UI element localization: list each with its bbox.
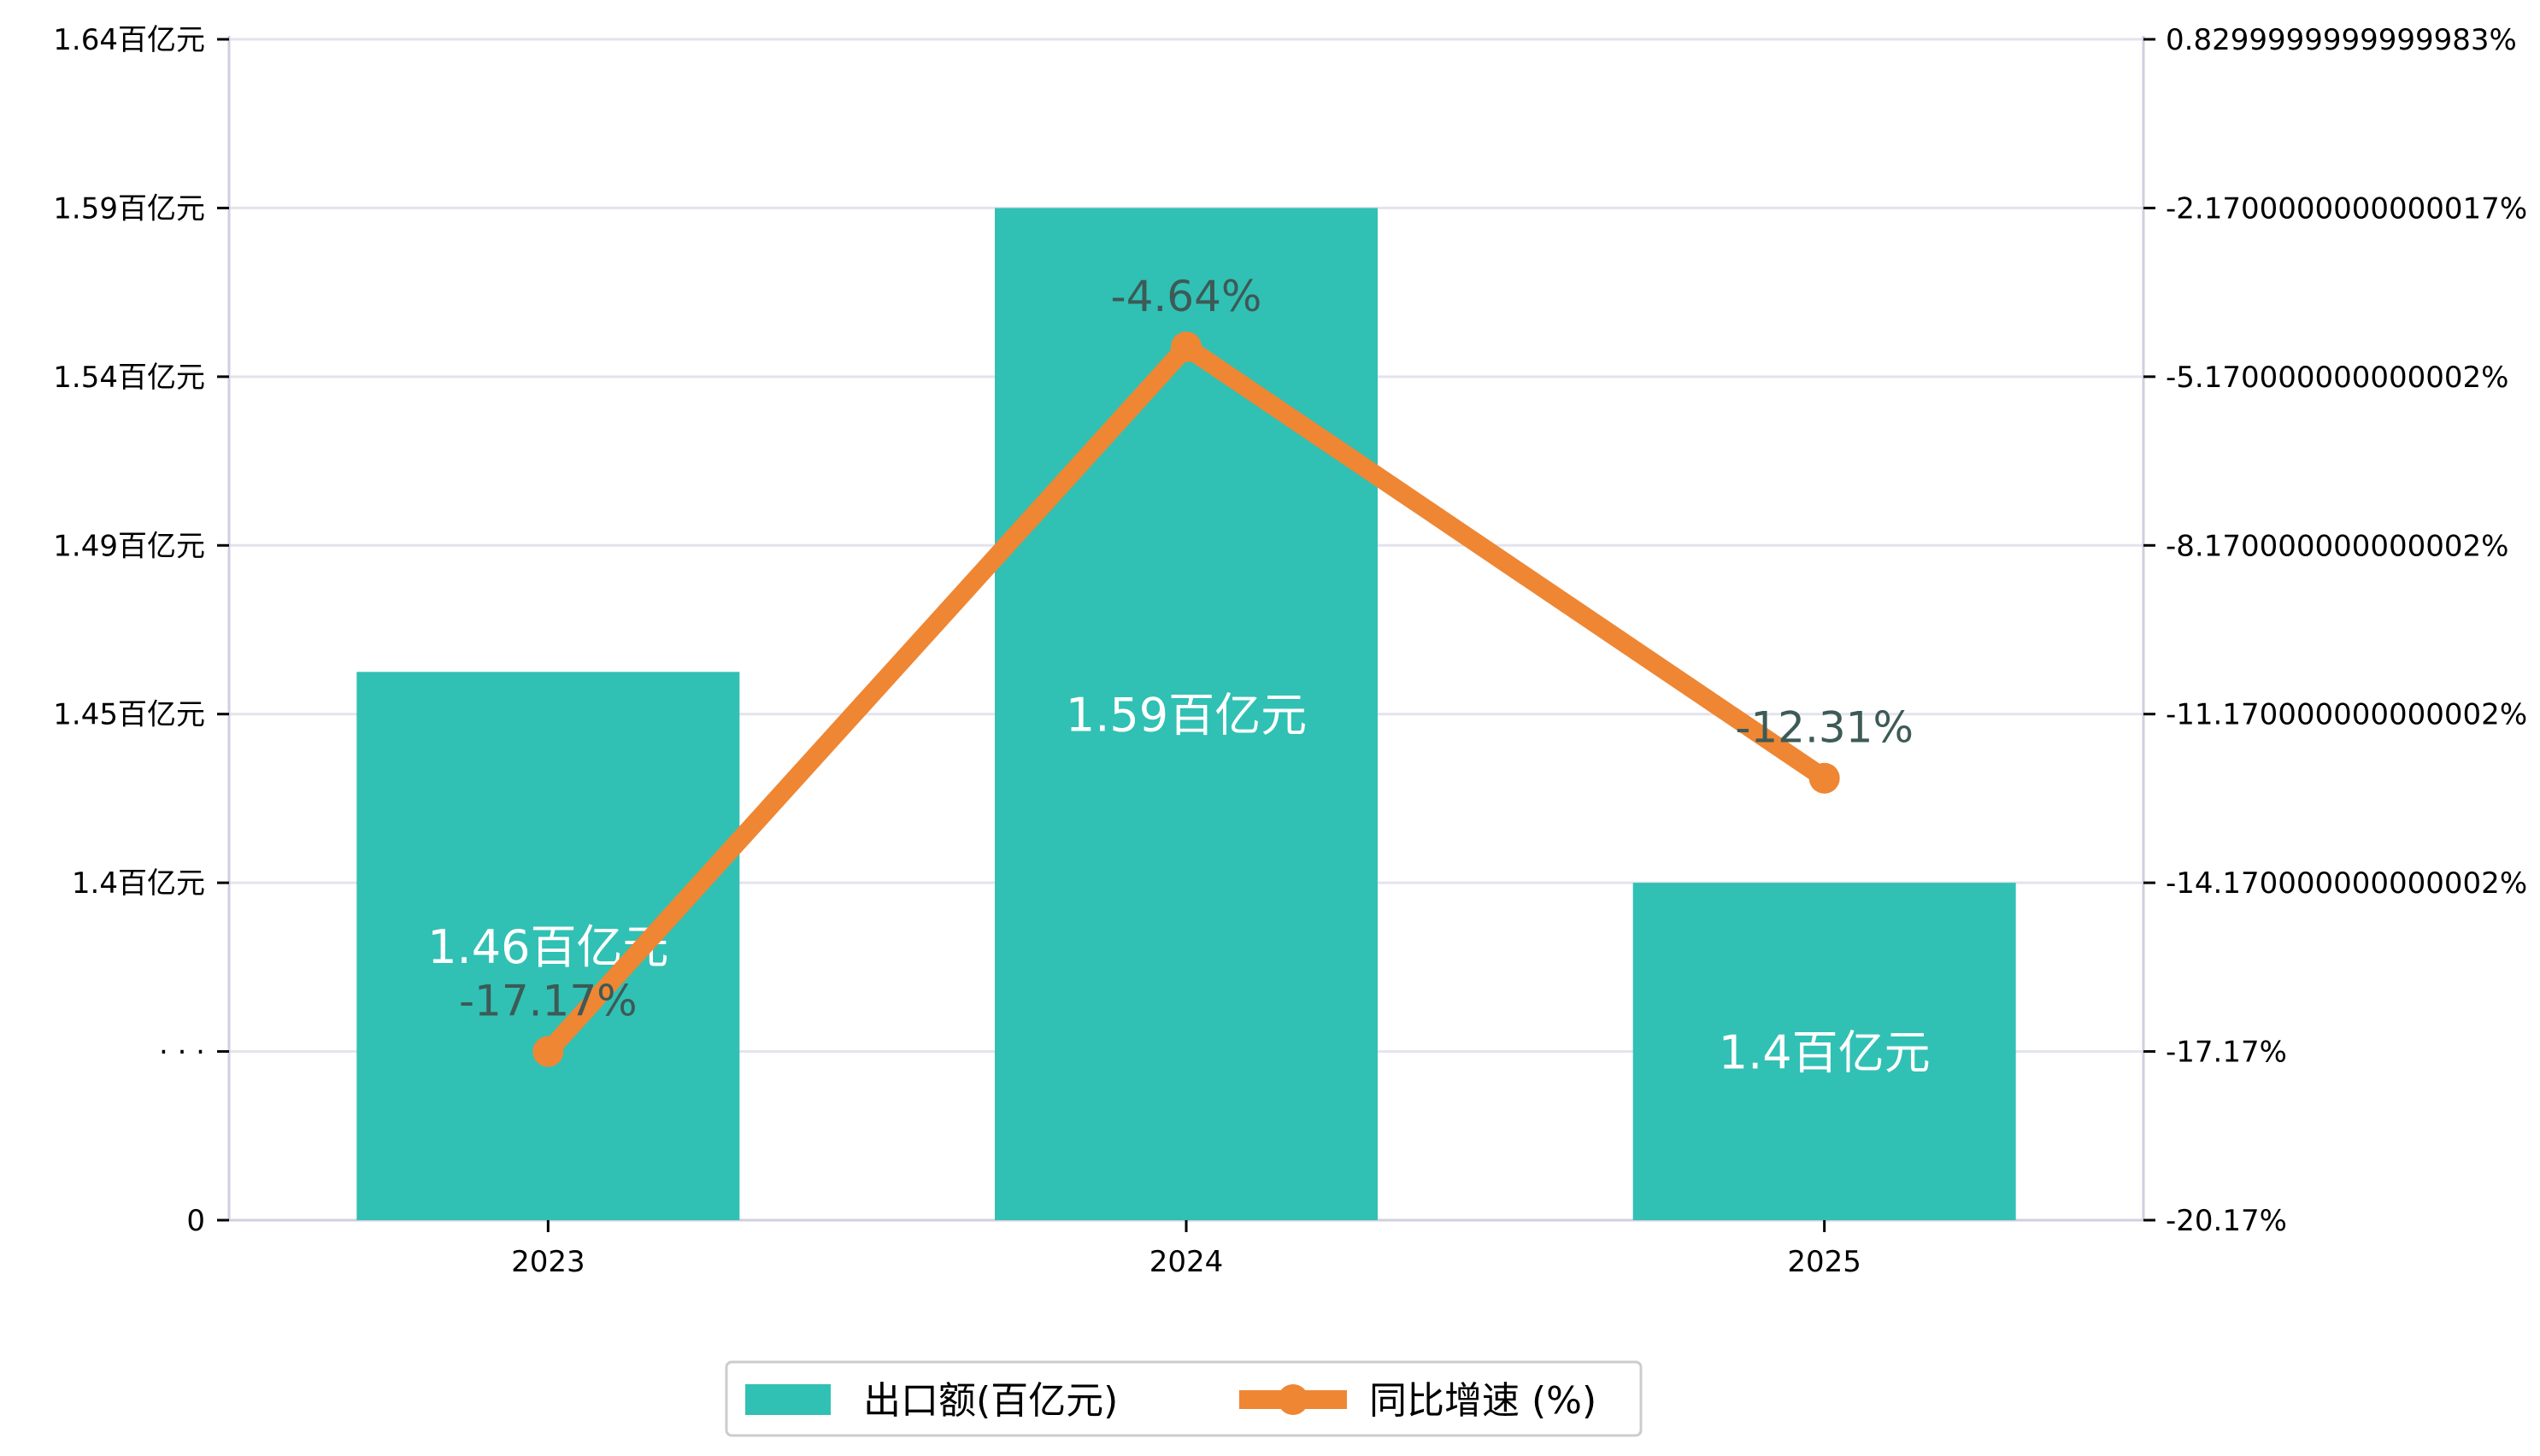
legend: 出口额(百亿元) 同比增速 (%) xyxy=(725,1360,1643,1437)
left-tick-label: 1.64百亿元 xyxy=(53,23,205,57)
right-axis-ticks: -20.17% -17.17% -14.170000000000002% -11.17… xyxy=(2143,23,2527,1238)
legend-line-label: 同比增速 (%) xyxy=(1369,1379,1596,1423)
right-tick-label: -11.170000000000002% xyxy=(2166,698,2527,732)
left-axis-ticks: 0 · · · 1.4百亿元 1.45百亿元 1.49百亿元 1.54百亿元 1.59百亿元… xyxy=(53,23,229,1238)
bar xyxy=(356,672,740,1220)
bar-data-label: 1.59百亿元 xyxy=(1066,689,1307,743)
x-tick-label: 2025 xyxy=(1787,1245,1861,1279)
left-tick-label: 1.4百亿元 xyxy=(72,866,205,901)
right-tick-label: -17.17% xyxy=(2166,1036,2287,1070)
right-tick-label: -5.170000000000002% xyxy=(2166,361,2509,395)
right-tick-label: 0.8299999999999983% xyxy=(2166,23,2517,57)
line-data-label: -4.64% xyxy=(1111,272,1262,321)
left-tick-label: · · · xyxy=(159,1036,205,1070)
bar xyxy=(995,208,1378,1220)
right-tick-label: -2.1700000000000017% xyxy=(2166,191,2527,226)
legend-line-marker xyxy=(1278,1384,1308,1415)
right-tick-label: -8.170000000000002% xyxy=(2166,529,2509,563)
left-tick-label: 1.59百亿元 xyxy=(53,191,205,226)
legend-bar-swatch xyxy=(745,1384,831,1415)
x-tick-label: 2024 xyxy=(1149,1245,1224,1279)
right-tick-label: -20.17% xyxy=(2166,1204,2287,1238)
line-series xyxy=(532,331,1840,1067)
line-point xyxy=(1171,331,1202,362)
line-data-labels: -17.17% -4.64% -12.31% xyxy=(459,272,1914,1026)
left-tick-label: 1.54百亿元 xyxy=(53,361,205,395)
left-tick-label: 1.45百亿元 xyxy=(53,698,205,732)
bar-series xyxy=(356,208,2016,1220)
legend-bar-label: 出口额(百亿元) xyxy=(863,1379,1118,1423)
line-data-label: -17.17% xyxy=(459,977,638,1026)
right-tick-label: -14.170000000000002% xyxy=(2166,866,2527,901)
left-tick-label: 1.49百亿元 xyxy=(53,529,205,563)
bar xyxy=(1632,883,2016,1220)
x-axis-ticks: 2023 2024 2025 xyxy=(511,1220,1861,1279)
legend-box xyxy=(725,1360,1643,1437)
line-data-label: -12.31% xyxy=(1735,703,1914,753)
x-tick-label: 2023 xyxy=(511,1245,585,1279)
left-tick-label: 0 xyxy=(186,1204,205,1238)
bar-data-label: 1.4百亿元 xyxy=(1719,1026,1931,1080)
line-point xyxy=(532,1036,564,1067)
line-point xyxy=(1808,762,1840,794)
